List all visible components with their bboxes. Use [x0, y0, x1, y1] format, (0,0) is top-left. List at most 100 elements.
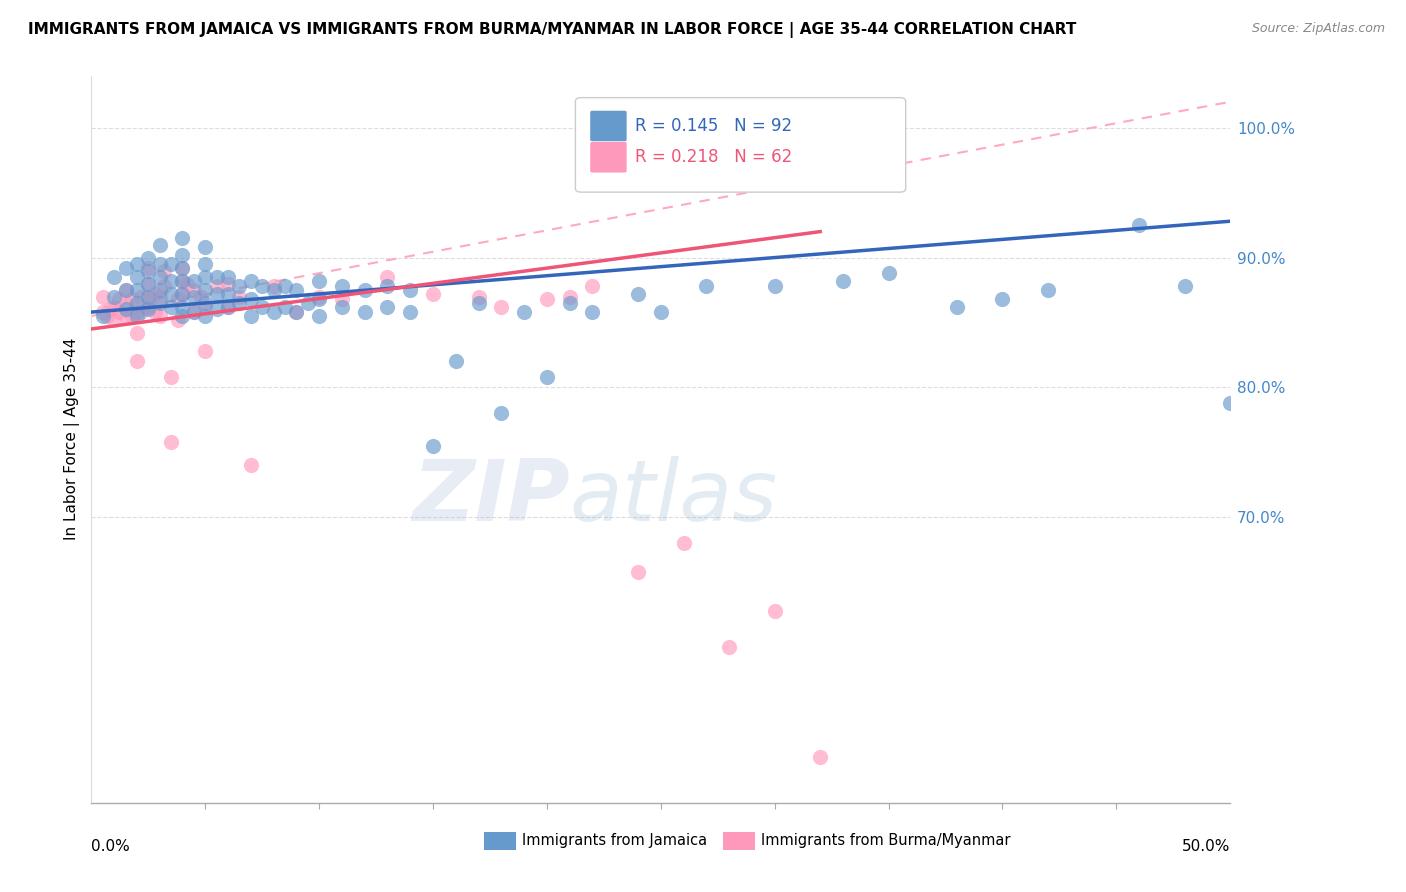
Point — [114, 283, 136, 297]
Point — [399, 283, 422, 297]
FancyBboxPatch shape — [484, 832, 516, 850]
Point — [149, 237, 172, 252]
Point — [149, 296, 172, 310]
Point — [172, 248, 194, 262]
Point — [149, 257, 172, 271]
Point — [672, 536, 695, 550]
Point — [274, 279, 297, 293]
Point — [160, 287, 183, 301]
Point — [91, 309, 114, 323]
Point — [125, 326, 148, 340]
Point — [228, 289, 250, 303]
Point — [194, 270, 217, 285]
Point — [190, 289, 212, 303]
Point — [153, 279, 176, 293]
Text: Immigrants from Burma/Myanmar: Immigrants from Burma/Myanmar — [761, 833, 1011, 848]
Point — [467, 296, 489, 310]
Point — [138, 302, 160, 317]
Point — [558, 296, 581, 310]
Point — [172, 274, 194, 288]
Point — [353, 305, 375, 319]
Point — [172, 300, 194, 314]
Point — [160, 274, 183, 288]
Point — [183, 274, 205, 288]
Point — [330, 292, 353, 306]
Point — [107, 292, 129, 306]
Point — [239, 458, 262, 473]
Point — [217, 300, 239, 314]
Point — [308, 292, 330, 306]
Point — [217, 270, 239, 285]
Point — [149, 270, 172, 285]
Point — [467, 289, 489, 303]
Text: Source: ZipAtlas.com: Source: ZipAtlas.com — [1251, 22, 1385, 36]
Point — [98, 302, 121, 317]
Point — [536, 370, 558, 384]
Point — [114, 309, 136, 323]
Text: 50.0%: 50.0% — [1182, 839, 1230, 855]
Point — [183, 305, 205, 319]
Point — [125, 296, 148, 310]
Point — [308, 289, 330, 303]
Point — [138, 277, 160, 291]
Point — [149, 309, 172, 323]
Text: R = 0.145   N = 92: R = 0.145 N = 92 — [634, 117, 792, 135]
Point — [991, 292, 1014, 306]
Point — [239, 309, 262, 323]
Point — [399, 305, 422, 319]
Point — [217, 277, 239, 291]
Point — [377, 270, 399, 285]
FancyBboxPatch shape — [575, 97, 905, 192]
Point — [946, 300, 969, 314]
Point — [250, 279, 273, 293]
Point — [149, 283, 172, 297]
Point — [877, 266, 900, 280]
Point — [114, 296, 136, 310]
Point — [263, 283, 285, 297]
Point — [1036, 283, 1059, 297]
Point — [627, 565, 650, 579]
Point — [160, 434, 183, 449]
Point — [718, 640, 741, 654]
Point — [250, 300, 273, 314]
Point — [149, 289, 172, 303]
Point — [832, 274, 855, 288]
Point — [194, 240, 217, 254]
Point — [172, 287, 194, 301]
Point — [205, 279, 228, 293]
Point — [91, 305, 114, 319]
Point — [183, 283, 205, 297]
Point — [228, 296, 250, 310]
Point — [138, 263, 160, 277]
Text: IMMIGRANTS FROM JAMAICA VS IMMIGRANTS FROM BURMA/MYANMAR IN LABOR FORCE | AGE 35: IMMIGRANTS FROM JAMAICA VS IMMIGRANTS FR… — [28, 22, 1077, 38]
Point — [263, 305, 285, 319]
Point — [172, 231, 194, 245]
Point — [285, 305, 308, 319]
Point — [125, 283, 148, 297]
Text: 0.0%: 0.0% — [91, 839, 131, 855]
Point — [513, 305, 536, 319]
Text: R = 0.218   N = 62: R = 0.218 N = 62 — [634, 148, 792, 166]
Point — [422, 439, 444, 453]
Point — [377, 300, 399, 314]
Point — [205, 287, 228, 301]
Y-axis label: In Labor Force | Age 35-44: In Labor Force | Age 35-44 — [65, 338, 80, 541]
Point — [536, 292, 558, 306]
Point — [194, 300, 217, 314]
Point — [103, 289, 125, 303]
Point — [114, 283, 136, 297]
Point — [695, 279, 717, 293]
Point — [103, 313, 125, 327]
Point — [217, 300, 239, 314]
Point — [143, 305, 166, 319]
Point — [131, 305, 153, 319]
Point — [330, 279, 353, 293]
Point — [205, 270, 228, 285]
Point — [138, 260, 160, 275]
Point — [125, 270, 148, 285]
Point — [114, 260, 136, 275]
Text: atlas: atlas — [569, 456, 778, 539]
Point — [114, 302, 136, 317]
Point — [138, 251, 160, 265]
Point — [107, 305, 129, 319]
